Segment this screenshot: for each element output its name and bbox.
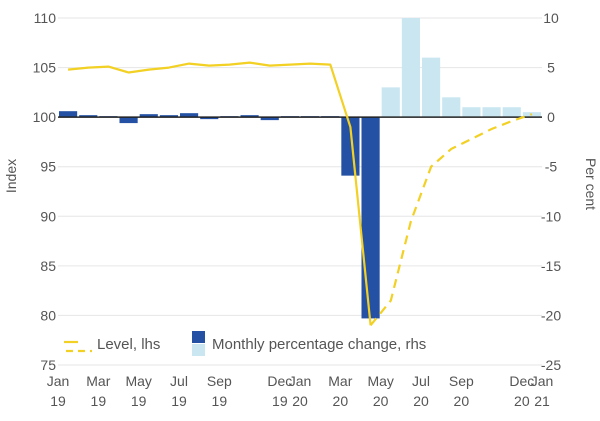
legend-label-monthly-change: Monthly percentage change, rhs <box>212 336 426 353</box>
x-tick-month: Jan <box>289 373 312 389</box>
x-tick-year: 19 <box>272 393 288 409</box>
bar-may-2020 <box>381 87 400 118</box>
x-tick-year: 20 <box>514 393 530 409</box>
x-tick-month: Jul <box>170 373 188 389</box>
bar-feb-2019 <box>79 115 98 118</box>
level-line-projected <box>369 113 533 326</box>
right-tick-label: 0 <box>547 109 555 125</box>
x-tick-year: 20 <box>292 393 308 409</box>
left-tick-label: 100 <box>33 109 57 125</box>
bar-may-2019 <box>139 114 158 118</box>
x-tick-year: 19 <box>91 393 107 409</box>
x-tick-month: Mar <box>328 373 352 389</box>
bar-aug-2020 <box>442 97 461 118</box>
left-axis-ticks: 110 105 100 95 90 85 80 75 <box>33 10 57 373</box>
x-tick-year: 20 <box>373 393 389 409</box>
x-tick-month: Jul <box>412 373 430 389</box>
left-tick-label: 105 <box>33 60 57 76</box>
x-tick-month: Sep <box>207 373 232 389</box>
right-axis-title: Per cent <box>583 158 599 210</box>
legend-bar-projected-swatch <box>192 344 205 356</box>
x-axis-ticks: Jan19Mar19May19Jul19Sep19Dec19Jan20Mar20… <box>47 373 554 409</box>
x-tick-year: 19 <box>212 393 228 409</box>
right-tick-label: -25 <box>541 357 561 373</box>
x-tick-year: 20 <box>454 393 470 409</box>
left-tick-label: 90 <box>40 208 56 224</box>
legend: Level, lhs Monthly percentage change, rh… <box>64 331 426 356</box>
bar-apr-2019 <box>119 117 138 124</box>
right-axis-ticks: 10 5 0 -5 -10 -15 -20 -25 <box>541 10 561 373</box>
level-lines <box>67 61 533 326</box>
bar-jun-2019 <box>159 115 178 118</box>
legend-label-level: Level, lhs <box>97 336 160 353</box>
right-tick-label: -15 <box>541 258 561 274</box>
x-tick-year: 19 <box>171 393 187 409</box>
gridlines <box>58 17 542 366</box>
left-tick-label: 75 <box>40 357 56 373</box>
bar-jun-2020 <box>401 18 420 118</box>
left-tick-label: 110 <box>34 10 57 26</box>
right-tick-label: -10 <box>541 208 561 224</box>
x-tick-month: Jan <box>47 373 70 389</box>
x-tick-month: Sep <box>449 373 474 389</box>
x-tick-year: 19 <box>131 393 147 409</box>
legend-bar-actual-swatch <box>192 331 205 343</box>
bar-nov-2019 <box>260 117 279 121</box>
right-tick-label: -5 <box>545 159 558 175</box>
bar-aug-2019 <box>200 117 219 120</box>
left-tick-label: 95 <box>40 159 56 175</box>
x-tick-month: Dec <box>267 373 292 389</box>
x-tick-year: 19 <box>50 393 66 409</box>
x-tick-month: Dec <box>509 373 534 389</box>
bar-jul-2020 <box>422 57 441 118</box>
right-tick-label: 5 <box>547 60 555 76</box>
bar-jul-2019 <box>180 113 199 118</box>
bar-sep-2020 <box>462 107 481 118</box>
left-tick-label: 80 <box>40 307 56 323</box>
right-tick-label: 10 <box>543 10 559 26</box>
left-tick-label: 85 <box>40 258 56 274</box>
bar-oct-2020 <box>482 107 501 118</box>
x-tick-year: 20 <box>413 393 429 409</box>
right-tick-label: -20 <box>541 307 561 323</box>
x-tick-month: Jan <box>531 373 554 389</box>
bar-jan-2019 <box>59 111 78 118</box>
x-tick-year: 21 <box>534 393 550 409</box>
level-line-actual <box>67 61 372 326</box>
bar-oct-2019 <box>240 115 259 118</box>
x-tick-month: May <box>125 373 151 389</box>
x-tick-year: 20 <box>333 393 349 409</box>
bar-apr-2020 <box>361 117 380 319</box>
x-tick-month: Mar <box>86 373 110 389</box>
bar-nov-2020 <box>502 107 521 118</box>
left-axis-title: Index <box>3 159 19 193</box>
x-tick-month: May <box>367 373 393 389</box>
